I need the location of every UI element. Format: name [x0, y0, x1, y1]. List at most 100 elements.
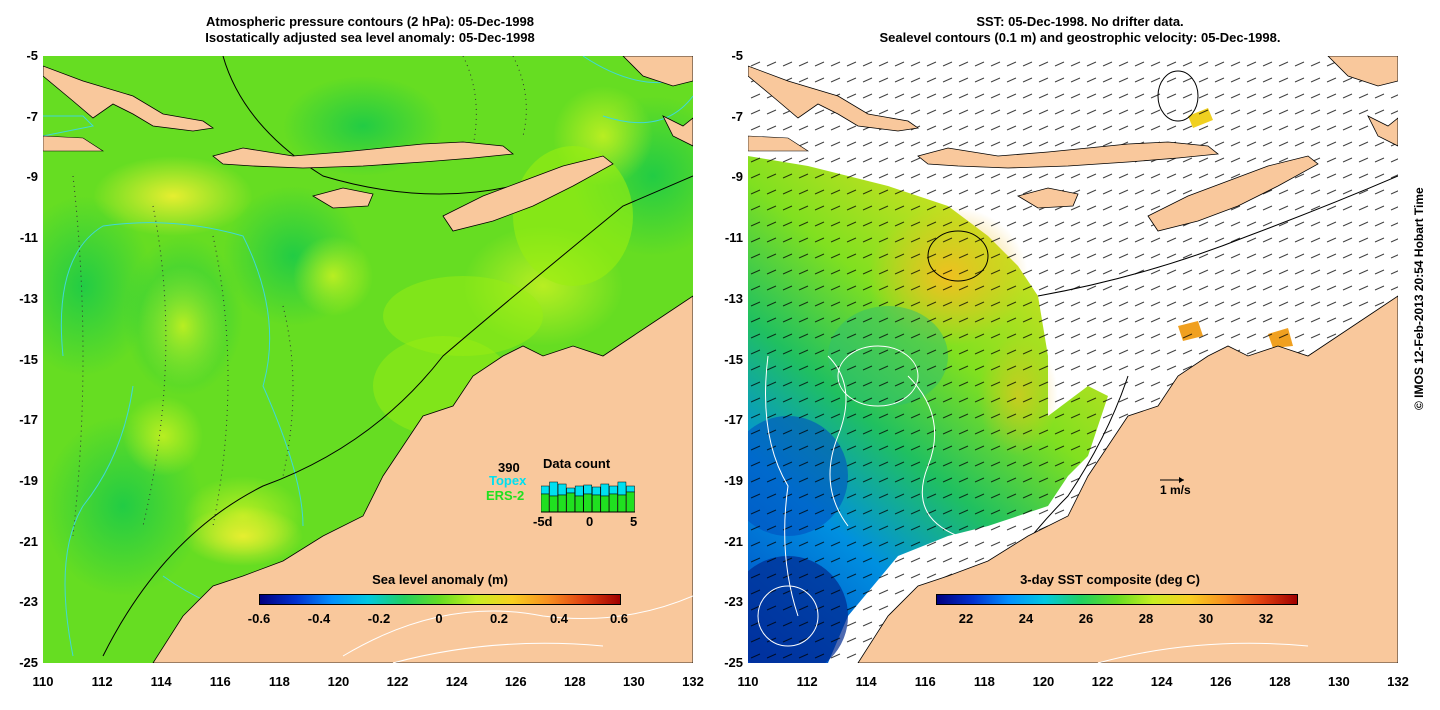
y-tick-label: -9 — [731, 169, 743, 185]
data-count-ers-label: ERS-2 — [486, 488, 525, 503]
y-tick-label: -21 — [19, 533, 38, 549]
left-colorbar-tick: -0.6 — [247, 611, 271, 626]
y-tick-label: -21 — [724, 533, 743, 549]
ers-count-bar — [549, 495, 558, 513]
x-tick-label: 120 — [327, 674, 350, 689]
data-count-tick-1: 0 — [586, 514, 594, 529]
x-tick-label: 118 — [268, 674, 290, 689]
y-tick-label: -25 — [19, 655, 38, 670]
y-tick-label: -19 — [724, 472, 743, 488]
australia-landmass — [152, 295, 693, 663]
x-tick-label: 130 — [1328, 674, 1350, 689]
data-count-title: Data count — [543, 456, 611, 471]
topex-count-bar — [549, 481, 558, 497]
x-tick-label: 118 — [973, 674, 995, 689]
right-colorbar-tick: 26 — [1078, 611, 1094, 626]
velocity-scale-label: 1 m/s — [1160, 483, 1191, 497]
x-tick-label: 124 — [445, 674, 468, 689]
right-colorbar-tick: 28 — [1138, 611, 1154, 626]
x-tick-label: 112 — [91, 674, 113, 689]
x-tick-label: 132 — [682, 674, 704, 689]
right-colorbar-tick: 24 — [1018, 611, 1034, 626]
left-colorbar-tick: -0.2 — [367, 611, 391, 626]
right-title: SST: 05-Dec-1998. No drifter data. Seale… — [760, 14, 1400, 46]
x-tick-label: 114 — [150, 674, 172, 689]
left-colorbar-tick: 0 — [435, 611, 443, 626]
x-tick-label: 122 — [1091, 674, 1114, 689]
left-colorbar-tick: 0.2 — [489, 611, 509, 626]
left-colorbar — [259, 594, 621, 605]
topex-count-bar — [583, 484, 593, 495]
left-colorbar-tick: -0.4 — [307, 611, 331, 626]
x-tick-label: 132 — [1387, 674, 1409, 689]
data-count-tick-2: 5 — [630, 514, 638, 529]
x-tick-label: 126 — [1209, 674, 1232, 689]
left-title-line2: Isostatically adjusted sea level anomaly… — [205, 30, 535, 45]
ers-count-bar — [566, 492, 575, 513]
x-tick-label: 124 — [1150, 674, 1173, 689]
topex-count-bar — [617, 481, 627, 496]
topex-count-bar — [541, 485, 550, 495]
lesser-sunda-islands-sst — [917, 141, 1220, 169]
ers-count-bar — [541, 493, 550, 513]
ers-count-bar — [609, 493, 618, 513]
left-title: Atmospheric pressure contours (2 hPa): 0… — [90, 14, 650, 46]
ers-count-bar — [583, 493, 593, 513]
y-tick-label: -5 — [731, 48, 743, 63]
ers-count-bar — [626, 491, 635, 513]
lesser-sunda-islands — [212, 141, 515, 169]
topex-count-bar — [592, 486, 601, 496]
x-tick-label: 122 — [386, 674, 409, 689]
data-count-bar-group — [541, 481, 635, 513]
x-tick-label: 116 — [209, 674, 231, 689]
right-colorbar-label: 3-day SST composite (deg C) — [1020, 572, 1200, 587]
x-tick-label: 114 — [855, 674, 877, 689]
right-title-line1: SST: 05-Dec-1998. No drifter data. — [976, 14, 1184, 29]
ers-count-bar — [592, 494, 601, 513]
x-tick-label: 116 — [914, 674, 936, 689]
data-count-topex-label: Topex — [489, 473, 527, 488]
y-tick-label: -15 — [19, 351, 38, 367]
copyright-text: © IMOS 12-Feb-2013 20:54 Hobart Time — [1412, 187, 1426, 410]
y-tick-label: -11 — [724, 230, 743, 246]
x-tick-label: 128 — [563, 674, 586, 689]
x-tick-label: 110 — [32, 674, 54, 689]
y-tick-label: -23 — [19, 594, 38, 610]
left-colorbar-tick: 0.6 — [609, 611, 629, 626]
topex-count-bar — [566, 487, 575, 494]
y-tick-label: -23 — [724, 594, 743, 610]
y-tick-label: -7 — [26, 108, 38, 124]
data-count-bars — [541, 481, 635, 513]
y-tick-label: -11 — [19, 230, 38, 246]
sea-level-map — [43, 56, 693, 663]
ers-count-bar — [600, 495, 610, 513]
y-tick-label: -13 — [19, 290, 38, 306]
java-island — [43, 65, 215, 132]
left-title-line1: Atmospheric pressure contours (2 hPa): 0… — [206, 14, 534, 29]
ers-count-bar — [617, 494, 627, 513]
topex-count-bar — [574, 485, 584, 497]
timor-island-sst — [1147, 155, 1319, 232]
topex-count-bar — [557, 483, 567, 496]
right-title-line2: Sealevel contours (0.1 m) and geostrophi… — [879, 30, 1281, 45]
x-tick-label: 126 — [504, 674, 527, 689]
y-tick-label: -17 — [19, 412, 38, 428]
y-tick-label: -13 — [724, 290, 743, 306]
y-tick-label: -19 — [19, 472, 38, 488]
x-tick-label: 110 — [737, 674, 759, 689]
topex-count-bar — [626, 485, 635, 493]
data-count-tick-0: -5d — [533, 514, 553, 529]
right-colorbar-tick: 22 — [958, 611, 974, 626]
y-tick-label: -25 — [724, 655, 743, 670]
sumba-island — [311, 187, 374, 209]
australia-landmass-sst — [857, 295, 1398, 663]
new-guinea-coast — [622, 56, 693, 87]
right-colorbar-tick: 32 — [1258, 611, 1274, 626]
left-colorbar-tick: 0.4 — [549, 611, 569, 626]
x-tick-label: 130 — [623, 674, 645, 689]
y-tick-label: -5 — [26, 48, 38, 63]
java-island-sst — [748, 65, 920, 132]
right-colorbar — [936, 594, 1298, 605]
ers-count-bar — [574, 495, 584, 513]
timor-island — [442, 155, 614, 232]
